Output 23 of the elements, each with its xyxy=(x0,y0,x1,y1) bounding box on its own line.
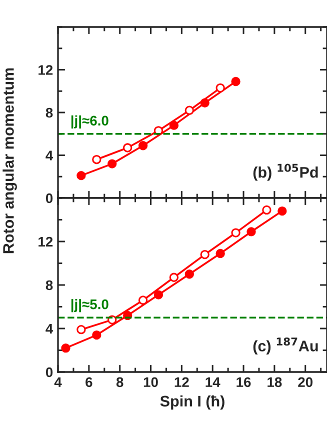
annotation: (b) $^{105}$Pd xyxy=(253,164,318,181)
x-tick-label: 4 xyxy=(54,377,62,387)
x-tick-label: 6 xyxy=(86,377,92,388)
x-tick-label: 8 xyxy=(116,377,124,388)
ref-line-label: |j|≈5.0 xyxy=(71,299,108,312)
ref-line-label: |j|≈6.0 xyxy=(71,115,108,129)
y-tick-label: 12 xyxy=(38,65,53,75)
y-tick-label: 12 xyxy=(38,236,53,247)
y-tick-label: 4 xyxy=(46,324,54,334)
x-tick-label: 18 xyxy=(268,377,282,388)
x-tick-label: 20 xyxy=(298,377,313,388)
y-tick-label: 8 xyxy=(46,108,53,118)
x-tick-label: 12 xyxy=(174,377,189,387)
x-tick-label: 16 xyxy=(236,377,251,388)
annotation: (c) $^{187}$Au xyxy=(253,337,318,354)
y-tick-label: 8 xyxy=(46,280,53,290)
y-tick-label: 4 xyxy=(46,150,54,160)
y-tick-label: 0 xyxy=(46,193,53,204)
y-axis-title: Rotor angular momentum xyxy=(2,68,17,254)
x-tick-label: 10 xyxy=(144,377,158,388)
x-tick-label: 14 xyxy=(206,377,220,387)
x-axis-title: Spin I (ħ) xyxy=(160,395,224,410)
y-tick-label: 0 xyxy=(46,367,53,378)
